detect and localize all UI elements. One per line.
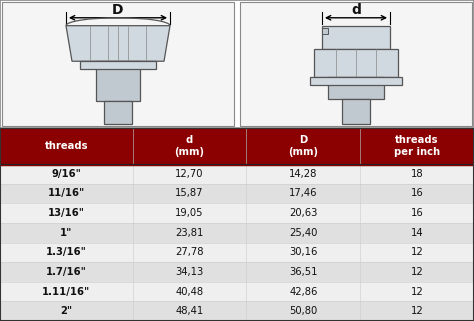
Text: 1.11/16": 1.11/16" [42,287,91,297]
Text: 12: 12 [411,247,423,257]
Text: 12: 12 [411,306,423,316]
Bar [104,101,132,125]
Text: 34,13: 34,13 [175,267,204,277]
Text: 42,86: 42,86 [289,287,318,297]
Bar [80,61,156,69]
Bar [314,49,398,77]
Text: 16: 16 [411,208,423,218]
Text: threads: threads [45,141,88,151]
Text: 36,51: 36,51 [289,267,318,277]
Text: 19,05: 19,05 [175,208,204,218]
Text: 27,78: 27,78 [175,247,204,257]
Text: d
(mm): d (mm) [174,135,205,157]
Text: 20,63: 20,63 [289,208,318,218]
Bar [328,77,384,99]
Text: 18: 18 [411,169,423,179]
Text: 12,70: 12,70 [175,169,204,179]
Text: 14,28: 14,28 [289,169,318,179]
Bar [0,262,474,282]
Bar [240,2,472,126]
Text: 12: 12 [411,287,423,297]
Text: threads
per inch: threads per inch [394,135,440,157]
Text: 40,48: 40,48 [175,287,204,297]
Bar [322,26,390,49]
Bar [310,77,402,85]
Bar [0,243,474,262]
Text: 12: 12 [411,267,423,277]
Polygon shape [66,26,170,61]
Bar [96,61,140,101]
Bar [2,2,234,126]
Text: 13/16": 13/16" [48,208,85,218]
Text: 9/16": 9/16" [51,169,82,179]
Bar [342,99,370,125]
Text: 23,81: 23,81 [175,228,204,238]
Text: 17,46: 17,46 [289,188,318,198]
Bar [0,282,474,301]
Text: 25,40: 25,40 [289,228,318,238]
Bar [0,184,474,203]
Bar [0,164,474,184]
Bar [0,128,474,164]
Text: 16: 16 [411,188,423,198]
Bar [322,28,328,34]
Text: D: D [112,3,124,17]
Text: 50,80: 50,80 [289,306,318,316]
Text: 2": 2" [60,306,73,316]
Text: 30,16: 30,16 [289,247,318,257]
Text: 15,87: 15,87 [175,188,204,198]
Text: 1": 1" [60,228,73,238]
Text: 1.3/16": 1.3/16" [46,247,87,257]
Text: 48,41: 48,41 [175,306,204,316]
Text: 11/16": 11/16" [48,188,85,198]
Text: d: d [351,3,361,17]
Text: D
(mm): D (mm) [288,135,319,157]
Bar [0,301,474,321]
Bar [0,203,474,223]
Text: 1.7/16": 1.7/16" [46,267,87,277]
Bar [0,223,474,243]
Text: 14: 14 [411,228,423,238]
